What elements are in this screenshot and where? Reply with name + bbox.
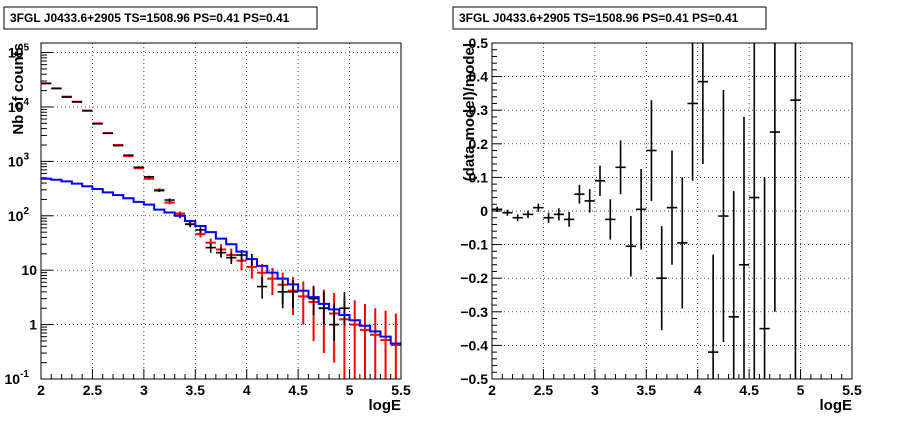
series-group <box>41 82 401 379</box>
x-tick-label: 5.5 <box>391 382 411 398</box>
y-tick-label: 104 <box>8 97 30 115</box>
y-tick-label: 1 <box>29 317 37 333</box>
series-group <box>492 43 801 379</box>
y-tick-label: 0.4 <box>469 69 489 85</box>
model-step-line <box>41 177 401 345</box>
y-tick-label: −0.2 <box>460 270 488 286</box>
x-tick-label: 2 <box>37 382 45 398</box>
y-tick-label: −0.5 <box>460 371 488 387</box>
x-tick-label: 3 <box>140 382 148 398</box>
y-tick-label: 0.3 <box>469 102 489 118</box>
x-tick-label: 5 <box>797 382 805 398</box>
x-tick-label: 3.5 <box>637 382 657 398</box>
x-axis-label: logE <box>369 397 402 414</box>
chart-title: 3FGL J0433.6+2905 TS=1508.96 PS=0.41 PS=… <box>10 11 290 25</box>
x-axis-label: logE <box>820 397 853 414</box>
y-tick-label: 0.1 <box>469 169 489 185</box>
plot-frame-border <box>40 42 402 380</box>
x-tick-label: 4 <box>243 382 251 398</box>
chart-title-box <box>452 6 767 30</box>
y-tick-label: 10-1 <box>5 369 30 387</box>
chart-panel-1: 2 2.5 3 3.5 4 4.5 5 5.5 10-1 1 10 102 103 104 105 3FGL … <box>3 6 411 414</box>
x-tick-label: 5 <box>346 382 354 398</box>
x-tick-label: 4.5 <box>739 382 759 398</box>
y-tick-label: 0 <box>480 203 488 219</box>
y-tick-label: −0.3 <box>460 304 488 320</box>
plot-frame <box>40 42 402 380</box>
x-tick-label: 4 <box>694 382 702 398</box>
y-tick-label: −0.4 <box>460 337 488 353</box>
x-tick-label: 3.5 <box>186 382 206 398</box>
x-tick-label: 2.5 <box>83 382 103 398</box>
y-axis-label: (data-model)/model <box>461 43 478 181</box>
x-tick-label: 3 <box>591 382 599 398</box>
chart-panel-2: 2 2.5 3 3.5 4 4.5 5 5.5 0.5 0.4 0.3 0.2 0.1 0 −0.1 −0.2… <box>452 6 862 414</box>
chart-title: 3FGL J0433.6+2905 TS=1508.96 PS=0.41 PS=… <box>459 11 739 25</box>
chart-title-box <box>3 6 318 30</box>
y-tick-label: −0.1 <box>460 237 488 253</box>
y-tick-label: 102 <box>8 206 30 224</box>
x-tick-label: 4.5 <box>288 382 308 398</box>
y-tick-label: 105 <box>8 43 30 61</box>
y-axis-label: Nb of counts <box>10 43 27 135</box>
y-tick-label: 0.5 <box>469 35 489 51</box>
x-tick-label: 2 <box>488 382 496 398</box>
x-tick-label: 5.5 <box>842 382 862 398</box>
y-tick-label: 10 <box>21 262 37 278</box>
y-tick-label: 103 <box>8 151 30 169</box>
y-tick-label: 0.2 <box>469 136 489 152</box>
x-tick-label: 2.5 <box>534 382 554 398</box>
plot-frame-border <box>491 42 853 380</box>
